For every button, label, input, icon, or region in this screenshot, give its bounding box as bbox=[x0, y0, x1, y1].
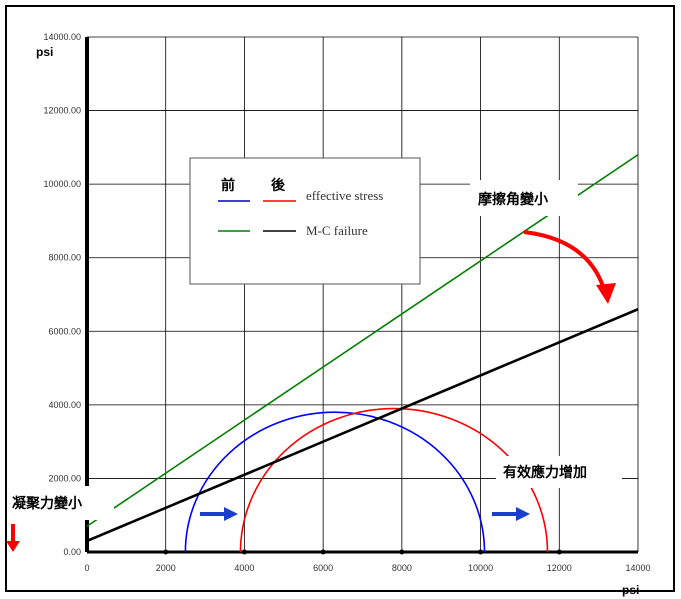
annotation-effective: 有效應力增加 bbox=[496, 456, 622, 488]
legend-box bbox=[189, 157, 421, 285]
failure-line-after bbox=[86, 308, 639, 543]
mohr-circle-before bbox=[184, 411, 486, 553]
y-tick-label-4: 8000.00 bbox=[48, 253, 81, 263]
x-tick-label-7: 14000 bbox=[625, 563, 650, 573]
y-tick-label-7: 14000.00 bbox=[43, 32, 81, 42]
baseline-markers bbox=[163, 549, 562, 555]
annotation-friction-text: 摩擦角變小 bbox=[478, 191, 548, 208]
baseline-marker-2 bbox=[320, 549, 326, 555]
annotation-friction: 摩擦角變小 bbox=[470, 180, 616, 304]
x-tick-label-5: 10000 bbox=[468, 563, 493, 573]
baseline-marker-5 bbox=[556, 549, 562, 555]
legend-header-after: 後 bbox=[271, 177, 286, 194]
y-tick-label-3: 6000.00 bbox=[48, 326, 81, 336]
y-tick-label-5: 10000.00 bbox=[43, 179, 81, 189]
baseline-marker-1 bbox=[241, 549, 247, 555]
legend-header-before: 前 bbox=[221, 177, 235, 194]
y-tick-label-6: 12000.00 bbox=[43, 106, 81, 116]
x-tick-label-1: 2000 bbox=[156, 563, 176, 573]
y-tick-label-1: 2000.00 bbox=[48, 473, 81, 483]
failure-line-before bbox=[86, 154, 639, 527]
x-tick-label-4: 8000 bbox=[392, 563, 412, 573]
shift-arrow-right-head bbox=[516, 507, 530, 521]
baseline-marker-4 bbox=[478, 549, 484, 555]
annotation-cohesion: 凝聚力變小 bbox=[6, 486, 114, 552]
shift-arrow-left-head bbox=[224, 507, 238, 521]
tick-labels: 0 2000 4000 6000 8000 10000 12000 14000 0.00 2000… bbox=[43, 32, 650, 573]
baseline-marker-0 bbox=[163, 549, 169, 555]
x-tick-label-2: 4000 bbox=[234, 563, 254, 573]
legend-label-mc-failure: M-C failure bbox=[306, 223, 368, 238]
x-tick-label-0: 0 bbox=[84, 563, 89, 573]
shift-arrow-right bbox=[492, 507, 530, 521]
annotation-cohesion-text: 凝聚力變小 bbox=[12, 495, 82, 512]
annotation-friction-bg bbox=[470, 180, 578, 216]
curved-red-arrow-head bbox=[596, 283, 616, 304]
cohesion-red-arrow-head bbox=[6, 541, 20, 552]
annotation-effective-text: 有效應力增加 bbox=[503, 464, 587, 481]
legend-label-effective-stress: effective stress bbox=[306, 188, 383, 203]
y-tick-label-0: 0.00 bbox=[63, 547, 81, 557]
outer-frame bbox=[5, 5, 675, 592]
y-axis-unit: psi bbox=[36, 45, 53, 59]
x-tick-label-6: 12000 bbox=[547, 563, 572, 573]
baseline-marker-3 bbox=[399, 549, 405, 555]
axes bbox=[85, 37, 638, 554]
x-tick-label-3: 6000 bbox=[313, 563, 333, 573]
x-axis-unit: psi bbox=[622, 583, 639, 597]
annotation-effective-bg bbox=[496, 456, 622, 488]
y-tick-label-2: 4000.00 bbox=[48, 400, 81, 410]
annotation-cohesion-bg bbox=[8, 486, 114, 520]
shift-arrow-left bbox=[200, 507, 238, 521]
legend: 前 後 effective stress M-C failure bbox=[189, 157, 421, 285]
